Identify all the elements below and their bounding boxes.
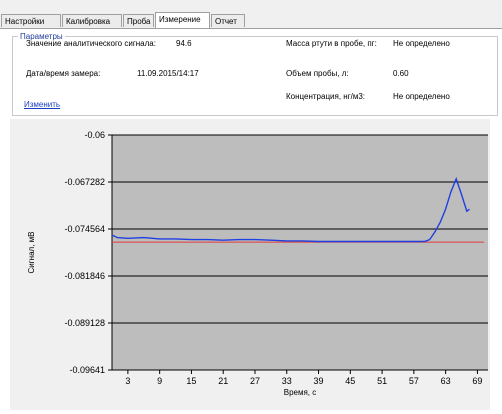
signal-chart-svg: -0.06 -0.067282 -0.074564 -0.081846 -0.08912…	[27, 130, 488, 397]
y-tick-label: -0.089128	[64, 318, 105, 328]
y-tick-label: -0.067282	[64, 177, 105, 187]
signal-line	[111, 176, 470, 243]
tab-divider	[0, 28, 502, 29]
concentration-label: Концентрация, нг/м3:	[286, 92, 366, 101]
sample-volume-label: Объем пробы, л:	[286, 69, 349, 78]
parameters-group	[12, 36, 498, 116]
mercury-mass-value: Не определено	[393, 39, 450, 48]
x-tick-label: 21	[218, 376, 228, 386]
concentration-value: Не определено	[393, 92, 450, 101]
datetime-value: 11.09.2015/14:17	[137, 69, 199, 78]
x-tick-label: 27	[250, 376, 260, 386]
x-tick-label: 9	[157, 376, 162, 386]
y-tick-label: -0.081846	[64, 271, 105, 281]
tab-measurement[interactable]: Измерение	[155, 12, 210, 28]
tab-strip: Настройки Калибровка Проба Измерение Отч…	[0, 12, 502, 28]
x-tick-label: 69	[472, 376, 482, 386]
x-tick-label: 15	[186, 376, 196, 386]
mercury-mass-label: Масса ртути в пробе, пг:	[286, 39, 377, 48]
tab-sample[interactable]: Проба	[123, 14, 154, 27]
parameters-legend: Параметры	[18, 32, 65, 41]
signal-value: 94.6	[176, 39, 192, 48]
x-tick-label: 63	[441, 376, 451, 386]
signal-chart: -0.06 -0.067282 -0.074564 -0.081846 -0.08912…	[10, 119, 490, 410]
signal-label: Значение аналитического сигнала:	[26, 39, 156, 48]
x-tick-label: 33	[282, 376, 292, 386]
datetime-label: Дата/время замера:	[26, 69, 101, 78]
plot-area	[112, 135, 488, 370]
sample-volume-value: 0.60	[393, 69, 409, 78]
y-tick-label: -0.09641	[69, 365, 105, 375]
x-axis-label: Время, с	[284, 388, 317, 397]
y-tick-label: -0.06	[84, 130, 105, 140]
x-tick-label: 39	[314, 376, 324, 386]
x-tick-label: 51	[377, 376, 387, 386]
y-axis-label: Сигнал, мВ	[27, 232, 36, 274]
y-tick-label: -0.074564	[64, 224, 105, 234]
x-tick-label: 3	[125, 376, 130, 386]
tab-report[interactable]: Отчет	[211, 14, 245, 27]
edit-link[interactable]: Изменить	[24, 100, 61, 109]
x-tick-label: 45	[345, 376, 355, 386]
tab-calibration[interactable]: Калибровка	[62, 14, 122, 27]
x-tick-label: 57	[409, 376, 419, 386]
tab-settings[interactable]: Настройки	[1, 14, 61, 27]
